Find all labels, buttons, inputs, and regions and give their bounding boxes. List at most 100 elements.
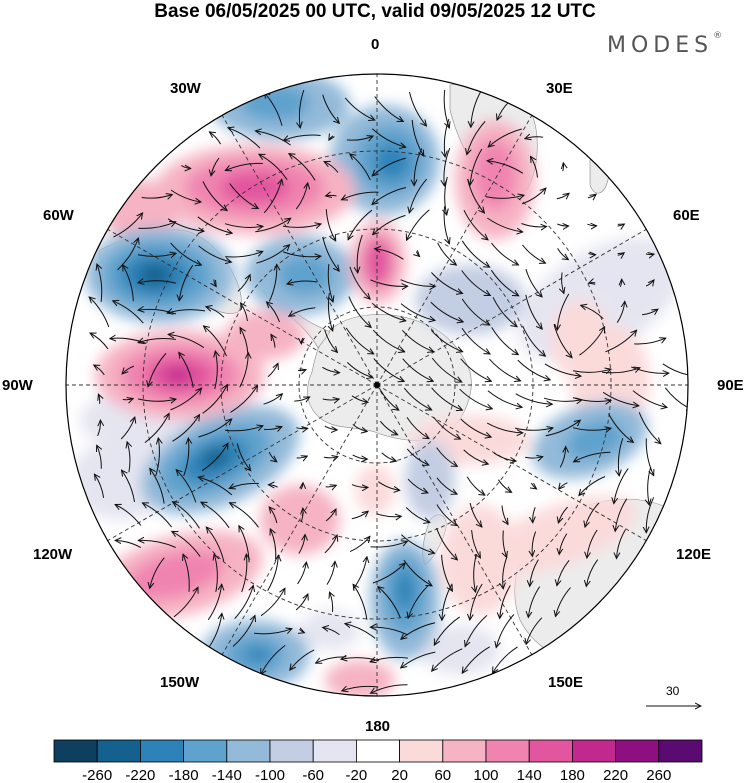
wind-arrow: [615, 498, 628, 532]
lon-label-60e: 60E: [673, 207, 700, 224]
wind-arrow: [493, 452, 516, 461]
wind-arrow: [372, 329, 404, 352]
wind-arrow: [530, 559, 539, 587]
wind-arrow: [211, 157, 220, 176]
colorbar-tick-label: 140: [517, 767, 542, 783]
wind-arrow: [470, 583, 483, 620]
wind-arrow: [297, 562, 307, 585]
colorbar-swatch: [399, 739, 444, 763]
wind-arrow: [201, 502, 230, 529]
wind-arrow: [348, 296, 371, 328]
wind-arrow: [416, 252, 419, 257]
wind-arrow: [197, 216, 232, 233]
wind-arrow: [553, 324, 572, 357]
wind-arrow: [406, 448, 429, 465]
wind-arrow: [173, 502, 200, 529]
wind-arrow: [349, 536, 370, 553]
wind-arrow: [295, 594, 308, 611]
wind-arrow: [617, 529, 626, 559]
wind-arrow: [299, 89, 305, 128]
wind-arrow: [98, 394, 99, 404]
wind-arrow: [407, 478, 428, 493]
wind-arrow: [113, 301, 144, 324]
wind-arrow: [408, 585, 429, 618]
wind-arrow: [215, 351, 218, 390]
wind-arrow: [463, 449, 489, 464]
wind-arrow: [282, 224, 321, 228]
wind-arrow: [268, 451, 277, 462]
wind-arrow: [168, 334, 205, 349]
colorbar-tick-label: 100: [473, 767, 498, 783]
wind-arrow: [172, 531, 201, 557]
wind-arrow: [329, 136, 333, 140]
wind-arrow: [296, 428, 307, 429]
wind-arrow: [120, 417, 135, 440]
wind-arrow: [346, 136, 373, 140]
wind-arrow: [406, 417, 429, 438]
wind-arrow: [261, 644, 286, 674]
wind-arrow: [545, 420, 581, 437]
wind-arrow: [179, 352, 194, 388]
wind-arrow: [436, 504, 457, 526]
wind-arrow: [436, 447, 458, 467]
wind-arrow: [345, 624, 376, 639]
wind-arrow: [90, 333, 109, 350]
colorbar-tick-label: 60: [434, 767, 451, 783]
wind-arrow: [325, 509, 336, 522]
wind-arrow: [148, 352, 167, 386]
wind-arrow: [230, 386, 258, 413]
wind-arrow: [373, 214, 406, 234]
colorbar-tick-label: -220: [125, 767, 155, 783]
wind-arrow: [431, 357, 462, 382]
wind-arrow: [409, 91, 427, 126]
wind-arrow: [470, 148, 483, 185]
wind-arrow: [587, 224, 596, 226]
wind-arrow: [298, 535, 305, 554]
colorbar-swatch: [53, 739, 98, 763]
wind-arrow: [407, 209, 430, 240]
wind-arrow: [631, 366, 669, 373]
wind-arrow: [296, 456, 308, 458]
wind-arrow: [441, 554, 453, 591]
colorbar-tick-label: -260: [82, 767, 112, 783]
wind-arrow: [557, 224, 568, 226]
wind-arrow: [289, 307, 316, 317]
wind-arrow: [645, 280, 654, 286]
colorbar-tick-label: -60: [302, 767, 324, 783]
wind-arrow: [370, 657, 408, 662]
wind-arrow: [646, 497, 655, 532]
wind-arrow: [618, 253, 624, 255]
wind-arrow: [357, 234, 363, 273]
wind-arrow: [342, 686, 379, 691]
wind-arrow: [97, 445, 102, 469]
wind-arrow: [170, 242, 202, 265]
wind-arrow: [344, 97, 375, 120]
wind-arrow: [237, 275, 250, 292]
wind-arrow: [260, 588, 285, 617]
wind-arrow: [459, 388, 493, 409]
wind-arrow: [401, 651, 436, 668]
wind-arrow: [282, 251, 321, 257]
wind-arrow: [642, 309, 658, 316]
wind-arrow: [471, 530, 481, 558]
wind-arrow: [326, 561, 335, 585]
wind-arrow: [462, 646, 490, 673]
wind-arrow: [351, 484, 368, 488]
wind-arrow: [467, 121, 486, 154]
wind-arrow: [525, 457, 543, 458]
wind-arrow: [487, 217, 522, 232]
wind-arrow: [232, 616, 255, 647]
wind-arrow: [400, 279, 436, 287]
wind-arrow: [150, 557, 165, 589]
wind-arrow: [522, 325, 546, 356]
wind-arrow: [97, 264, 103, 302]
wind-arrow: [289, 154, 316, 181]
wind-arrow: [290, 649, 315, 670]
wind-arrow: [267, 363, 278, 378]
wind-arrow: [436, 477, 457, 494]
wind-arrow: [214, 279, 216, 286]
wind-arrow: [198, 245, 232, 262]
wind-arrow: [345, 327, 374, 354]
colorbar-tick-label: 220: [603, 767, 628, 783]
colorbar-tick-label: 180: [560, 767, 585, 783]
